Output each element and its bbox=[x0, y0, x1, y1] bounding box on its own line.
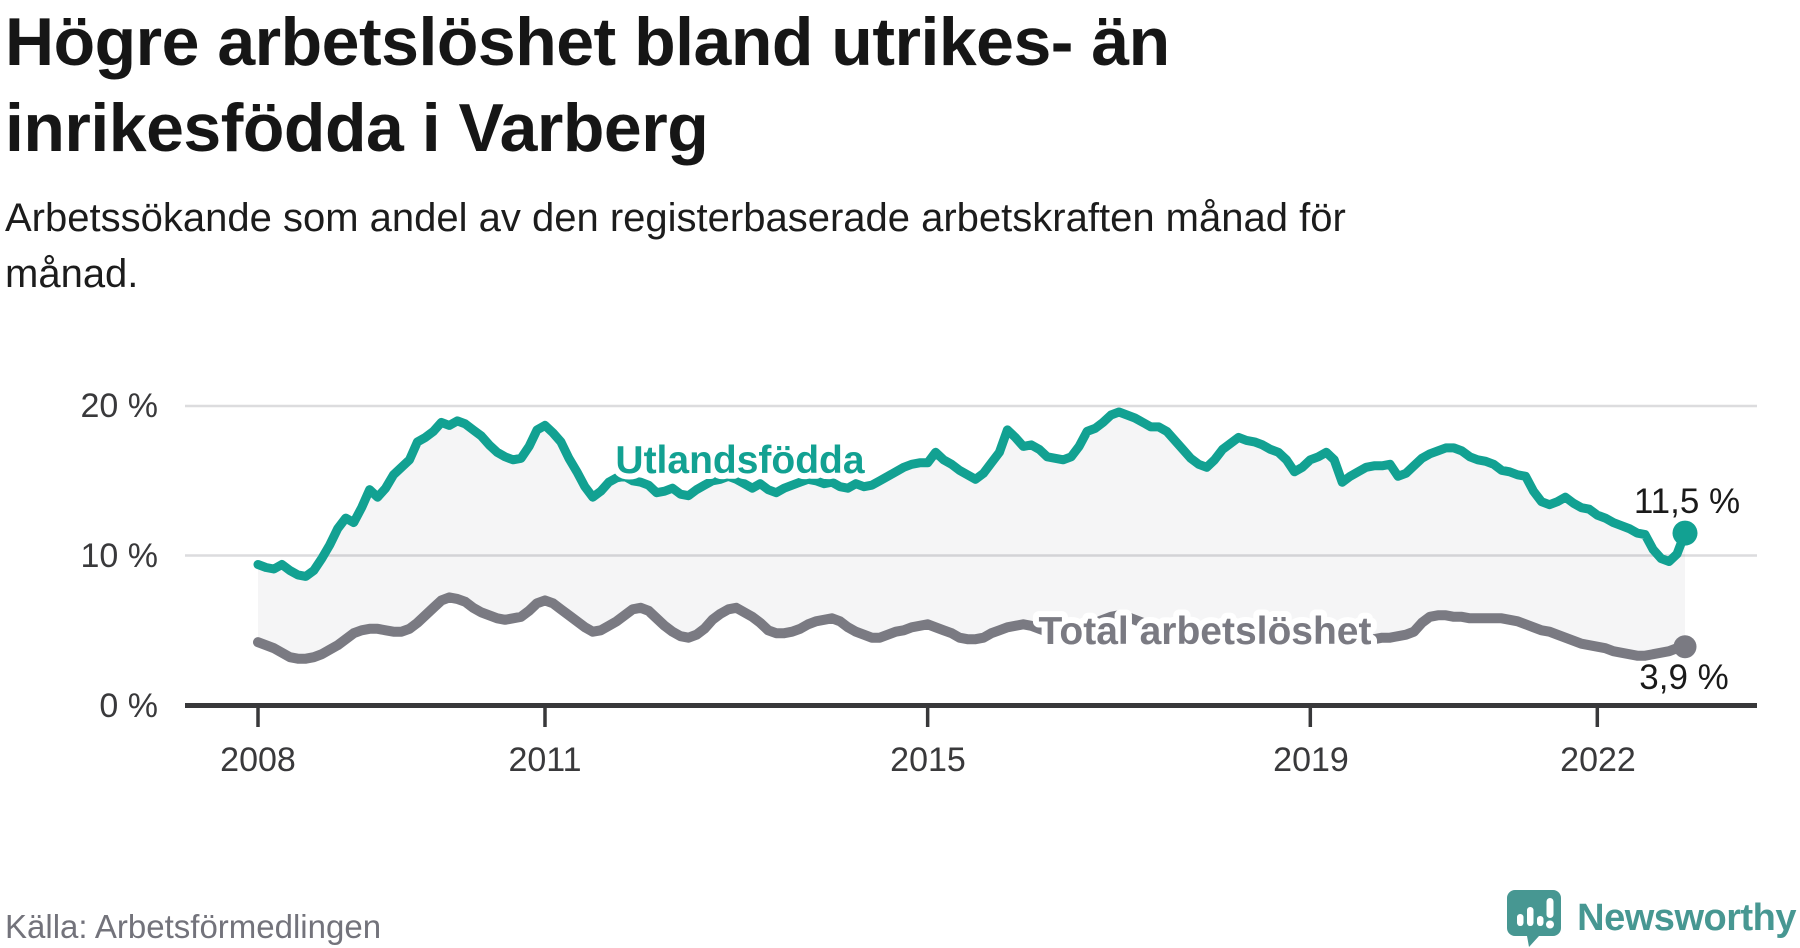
x-axis-label-2015: 2015 bbox=[890, 741, 966, 779]
x-axis-label-2022: 2022 bbox=[1560, 741, 1636, 779]
source-note: Källa: Arbetsförmedlingen bbox=[5, 908, 382, 945]
y-axis-label-20: 20 % bbox=[80, 387, 159, 425]
page-title: Högre arbetslöshet bland utrikes- än inr… bbox=[5, 4, 1170, 166]
x-axis-label-2019: 2019 bbox=[1273, 741, 1349, 779]
endpoint-dot-foreign-born bbox=[1672, 520, 1698, 546]
series-line-foreign-born bbox=[253, 407, 1690, 581]
x-axis-label-2008: 2008 bbox=[220, 741, 296, 779]
newsworthy-wordmark: Newsworthy bbox=[1577, 897, 1796, 939]
y-axis-label-0: 0 % bbox=[99, 687, 158, 725]
endpoint-dot-total bbox=[1673, 635, 1697, 659]
series-label-foreign-born: Utlandsfödda bbox=[615, 439, 864, 482]
x-axis-label-2011: 2011 bbox=[508, 741, 582, 779]
x-axis-ticks bbox=[256, 705, 1600, 727]
end-value-label-foreign-born: 11,5 % bbox=[1634, 482, 1740, 521]
area-between-series bbox=[258, 412, 1685, 659]
newsworthy-icon bbox=[1507, 890, 1562, 947]
page-subtitle: Arbetssökande som andel av den registerb… bbox=[5, 196, 1346, 296]
y-axis-label-10: 10 % bbox=[80, 537, 159, 575]
series-label-total: Total arbetslöshet bbox=[1038, 610, 1371, 653]
newsworthy-logo: Newsworthy bbox=[1505, 888, 1796, 948]
end-value-label-total: 3,9 % bbox=[1639, 658, 1729, 697]
series-line-total bbox=[253, 592, 1690, 664]
